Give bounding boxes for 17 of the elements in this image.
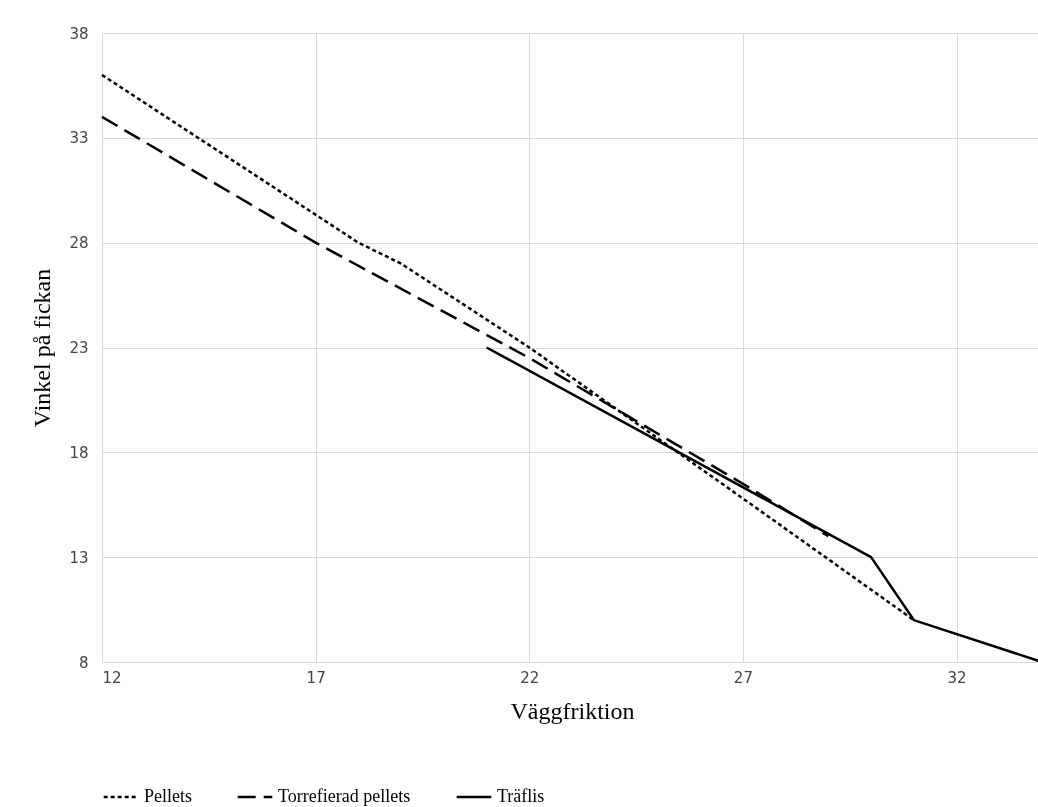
- x-tick-label: 27: [733, 668, 753, 687]
- legend-label: Torrefierad pellets: [278, 786, 411, 806]
- y-tick-label: 38: [69, 24, 89, 43]
- y-axis-title: Vinkel på fickan: [29, 268, 56, 428]
- y-tick-label: 33: [69, 129, 89, 148]
- x-tick-label: 12: [102, 668, 122, 687]
- x-tick-label: 22: [520, 668, 540, 687]
- y-tick-label: 23: [69, 339, 89, 357]
- y-tick-label: 8: [78, 653, 89, 672]
- y-tick-label: 18: [69, 443, 89, 462]
- legend-label: Pellets: [144, 786, 192, 806]
- x-tick-label: 17: [306, 668, 326, 687]
- x-tick-label: 32: [947, 668, 967, 687]
- y-tick-label: 28: [69, 234, 89, 253]
- x-axis-title: Väggfriktion: [510, 697, 635, 724]
- y-tick-label: 13: [69, 548, 89, 567]
- legend-label: Träflis: [497, 786, 545, 806]
